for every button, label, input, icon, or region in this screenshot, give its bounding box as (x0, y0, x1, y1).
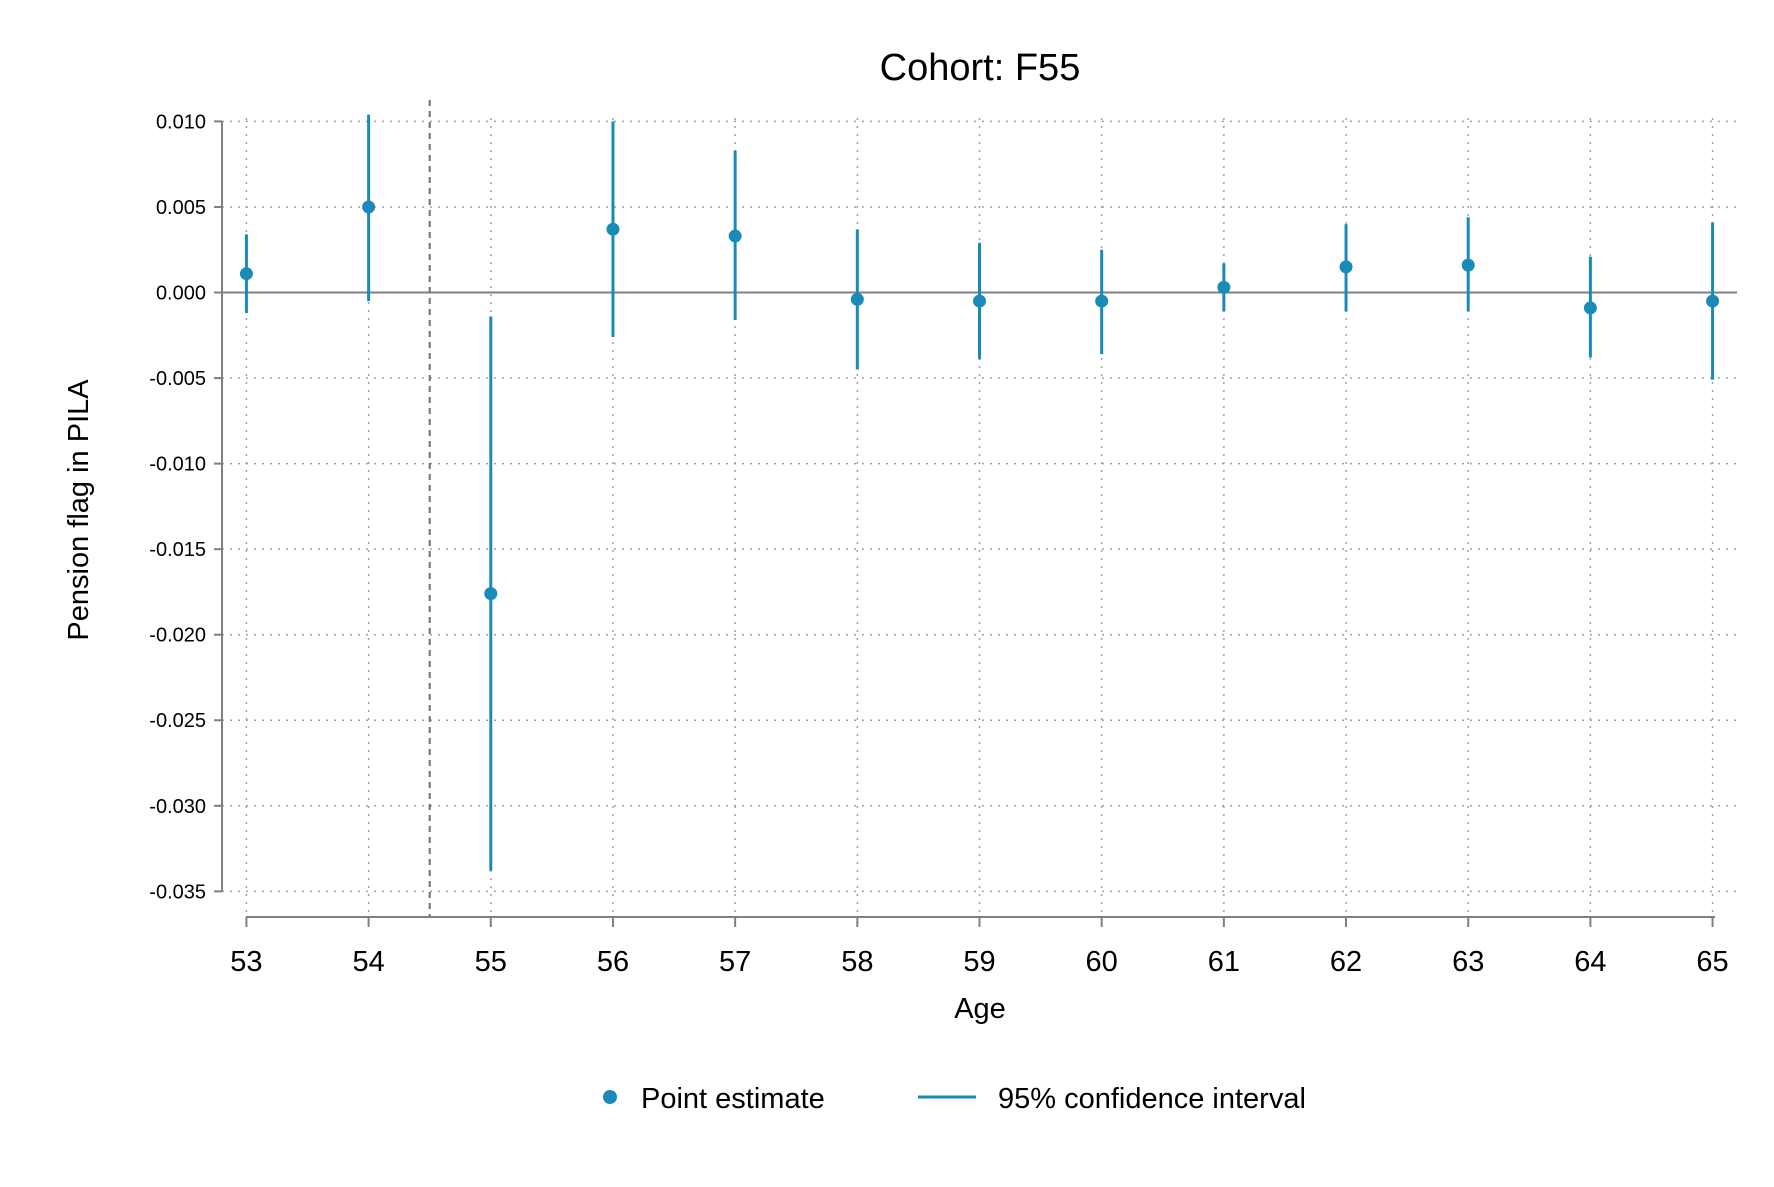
x-axis-title: Age (954, 993, 1006, 1025)
legend: Point estimate 95% confidence interval (603, 1083, 1306, 1115)
y-tick-label: -0.015 (149, 539, 206, 561)
y-tick-label: 0.000 (156, 283, 206, 305)
point-marker (1217, 280, 1231, 294)
x-tick-label: 54 (352, 946, 384, 978)
legend-point-marker (603, 1090, 617, 1104)
point-marker (1583, 301, 1597, 315)
x-tick-label: 59 (963, 946, 995, 978)
y-tick-label: 0.005 (156, 197, 206, 219)
point-marker (728, 229, 742, 243)
x-tick-label: 61 (1208, 946, 1240, 978)
point-marker (1339, 260, 1353, 274)
axis-layer (214, 120, 1715, 927)
x-tick-label: 58 (841, 946, 873, 978)
y-tick-label: -0.035 (149, 881, 206, 903)
point-marker (1706, 294, 1720, 308)
x-tick-label: 57 (719, 946, 751, 978)
chart-title: Cohort: F55 (880, 47, 1081, 89)
x-tick-label: 64 (1574, 946, 1606, 978)
point-marker (606, 222, 620, 236)
confidence-intervals (244, 114, 1715, 871)
legend-point-label: Point estimate (641, 1083, 825, 1115)
y-tick-label: -0.030 (149, 796, 206, 818)
y-tick-label: -0.005 (149, 368, 206, 390)
point-marker (239, 267, 253, 281)
point-marker (850, 292, 864, 306)
point-marker (1095, 294, 1109, 308)
x-tick-label: 55 (475, 946, 507, 978)
point-marker (362, 200, 376, 214)
y-tick-label: 0.010 (156, 111, 206, 133)
point-marker (484, 587, 498, 601)
x-tick-label: 65 (1696, 946, 1728, 978)
y-tick-label: -0.010 (149, 454, 206, 476)
legend-ci-label: 95% confidence interval (998, 1083, 1306, 1115)
tick-labels: 0.010 0.005 0.000 -0.005 -0.010 -0.015 -0.020 -… (149, 111, 1728, 978)
x-tick-label: 56 (597, 946, 629, 978)
point-marker (973, 294, 986, 308)
point-marker (1461, 258, 1475, 272)
x-tick-label: 60 (1086, 946, 1118, 978)
x-tick-label: 63 (1452, 946, 1484, 978)
y-tick-label: -0.025 (149, 710, 206, 732)
grid-layer (222, 118, 1737, 917)
x-tick-label: 62 (1330, 946, 1362, 978)
y-axis-title: Pension flag in PILA (63, 379, 95, 641)
y-tick-label: -0.020 (149, 625, 206, 647)
point-estimates (239, 200, 1720, 601)
x-tick-label: 53 (230, 946, 262, 978)
